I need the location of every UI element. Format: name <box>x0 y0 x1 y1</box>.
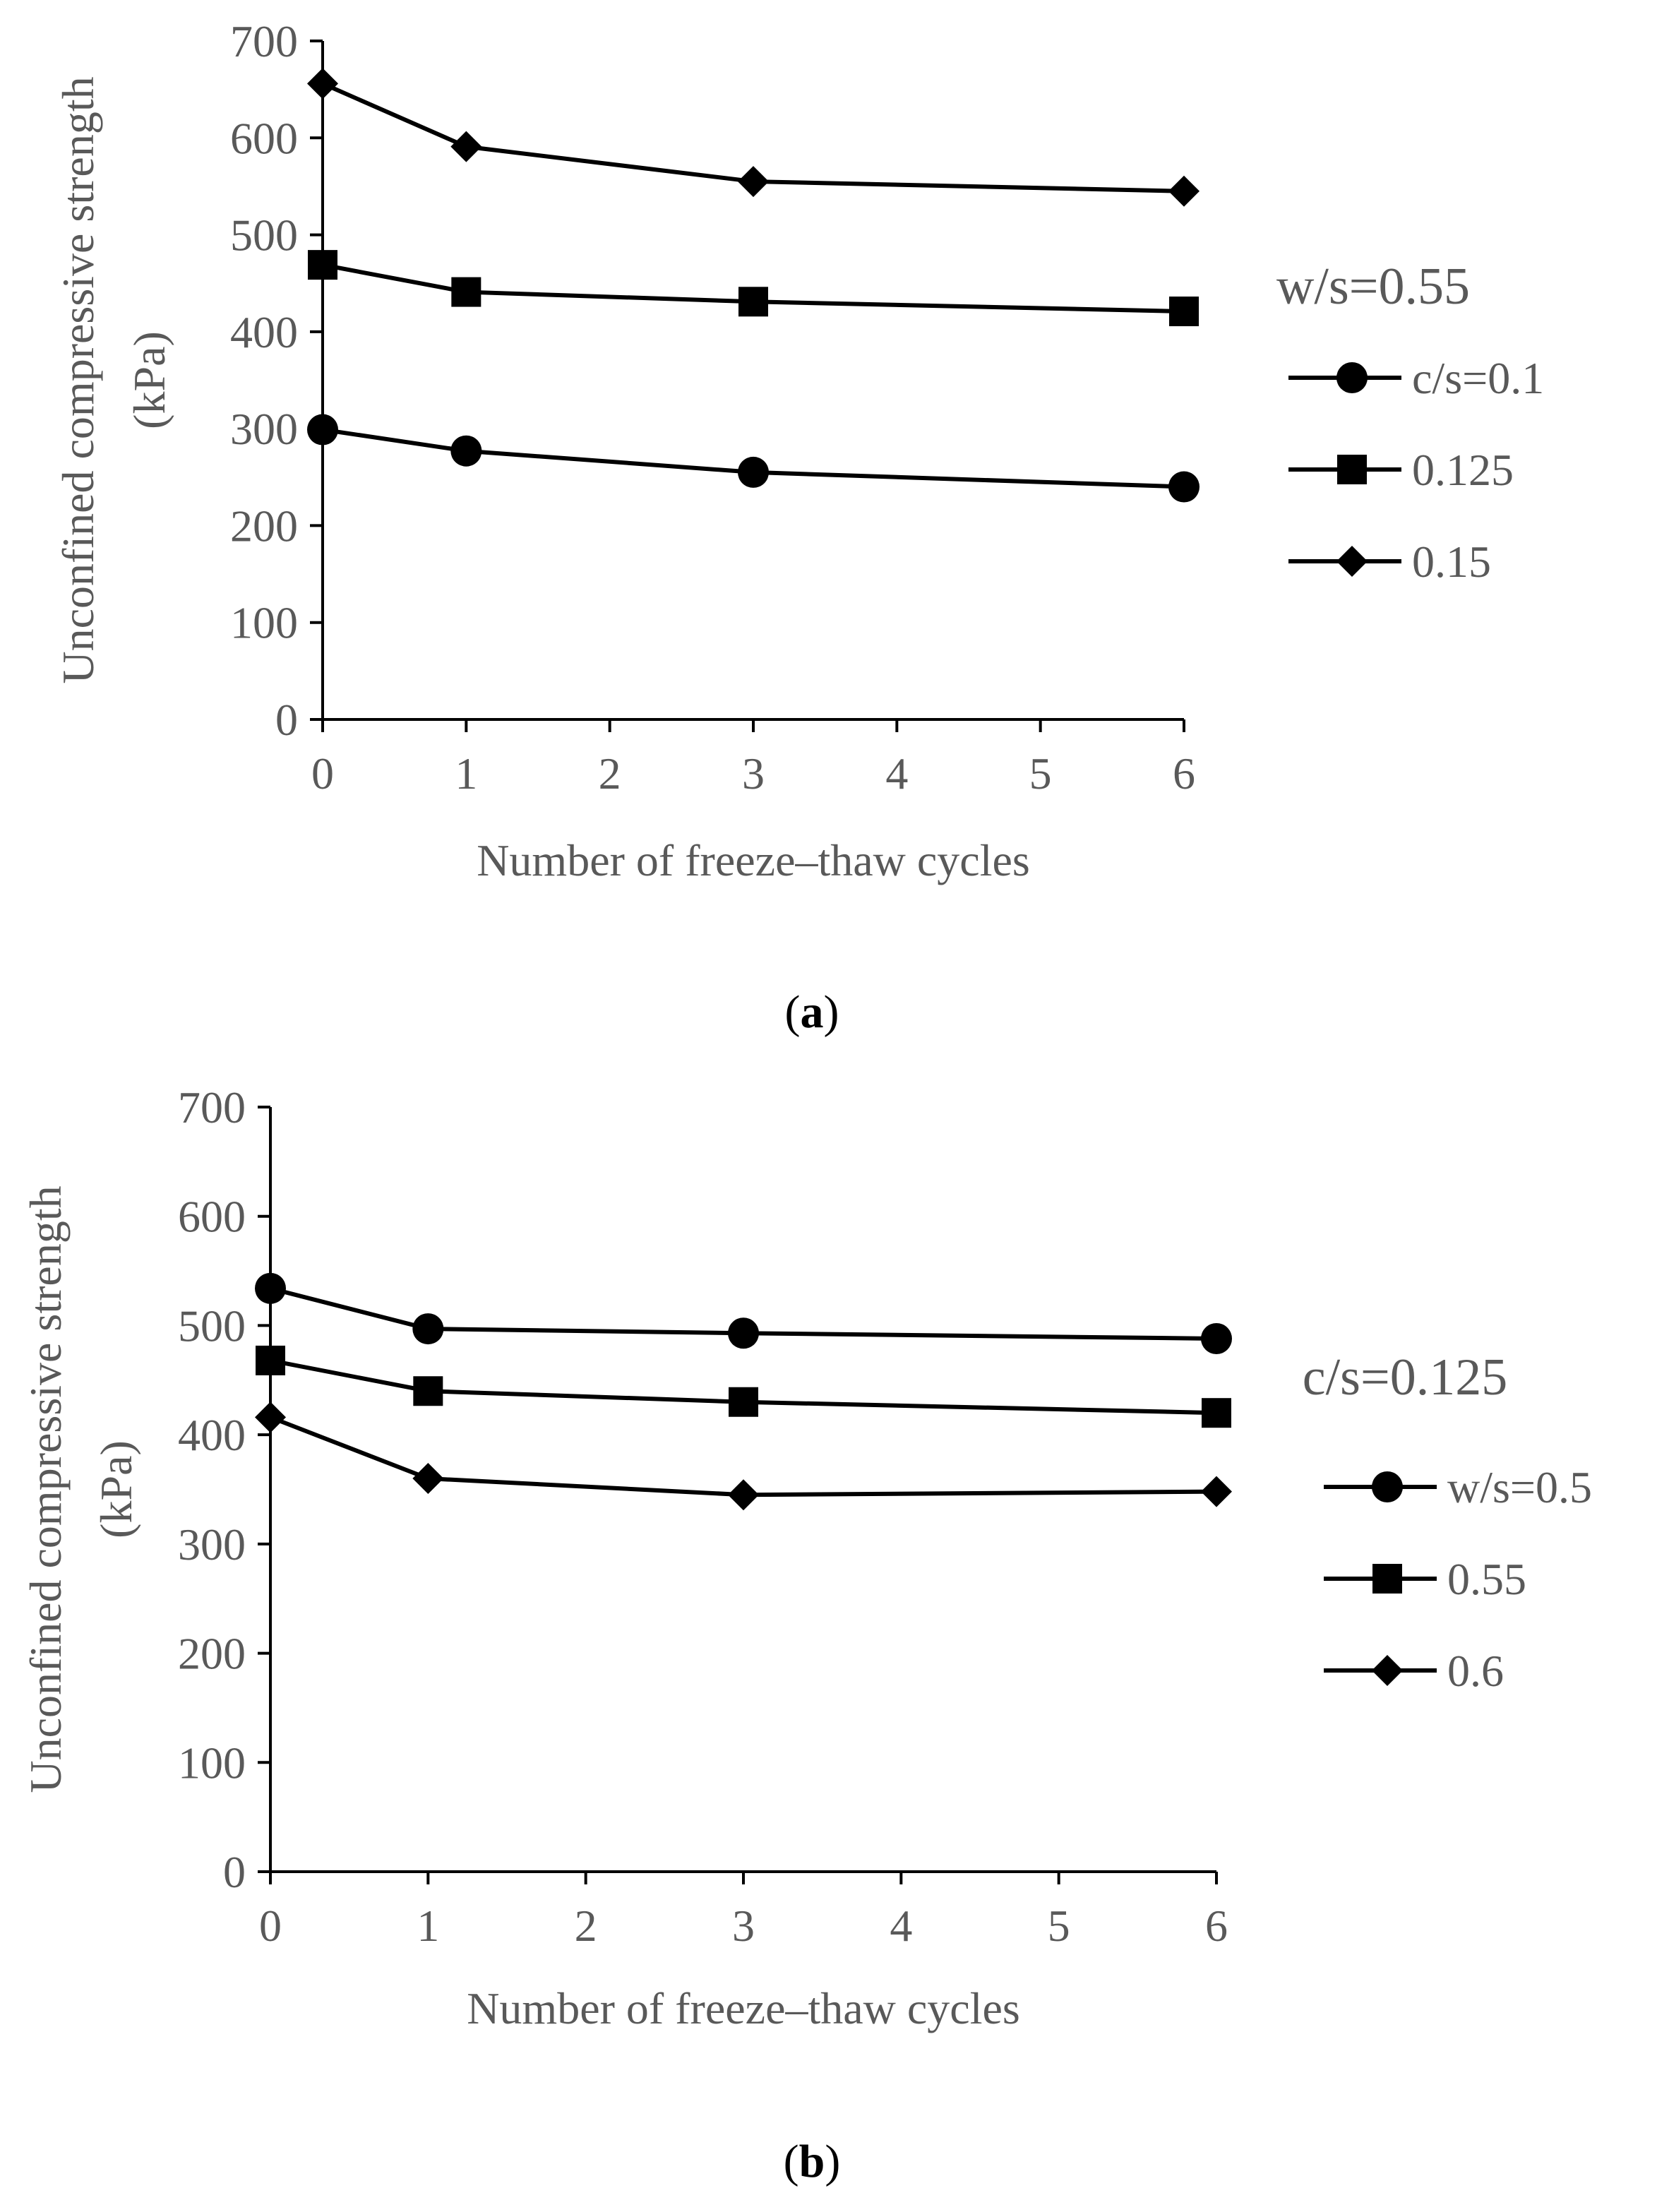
legend-marker-diamond <box>1372 1655 1403 1686</box>
data-point-square <box>256 1345 285 1375</box>
y-axis-title: Unconfined compressive strength <box>53 76 103 683</box>
chart-panel-a: 0 100 200 300 400 500 600 700 0 1 2 3 4 5 6 Number of f… <box>53 16 1544 1038</box>
data-point-circle <box>1201 1322 1232 1354</box>
data-point-square <box>308 250 337 280</box>
x-tick-label: 2 <box>599 748 621 799</box>
panel-caption: (a) <box>785 986 839 1038</box>
x-tick-label: 6 <box>1205 1901 1228 1951</box>
data-point-diamond <box>412 1463 444 1495</box>
legend-marker-circle <box>1336 362 1368 393</box>
legend-label: 0.6 <box>1447 1646 1504 1696</box>
y-axis-title: Unconfined compressive strength <box>20 1185 71 1793</box>
legend-label: c/s=0.1 <box>1412 353 1544 403</box>
x-tick-label: 5 <box>1048 1901 1070 1951</box>
x-axis-title: Number of freeze–thaw cycles <box>477 835 1030 885</box>
y-tick-label: 400 <box>178 1410 246 1460</box>
y-tick-label: 0 <box>275 695 298 745</box>
series-line-2 <box>322 263 1185 314</box>
data-point-circle <box>1168 471 1200 503</box>
data-point-diamond <box>307 68 338 100</box>
x-tick-label: 6 <box>1173 748 1195 799</box>
data-point-diamond <box>738 166 769 198</box>
data-point-square <box>738 287 768 317</box>
y-tick-label: 300 <box>178 1519 246 1570</box>
data-point-square <box>1169 297 1199 327</box>
x-tick-label: 1 <box>417 1901 439 1951</box>
data-point-square <box>729 1387 758 1417</box>
data-point-square <box>451 277 481 307</box>
data-point-square <box>1202 1398 1231 1428</box>
x-tick-label: 1 <box>455 748 477 799</box>
data-point-diamond <box>255 1401 286 1433</box>
series-line-1 <box>270 1286 1217 1341</box>
y-axis-title-unit: (kPa) <box>124 331 174 429</box>
data-point-diamond <box>450 131 482 162</box>
data-point-diamond <box>1168 175 1200 207</box>
y-tick-label: 700 <box>178 1082 246 1132</box>
legend-marker-diamond <box>1336 546 1368 577</box>
legend-label: 0.15 <box>1412 537 1491 587</box>
legend-title: c/s=0.125 <box>1303 1349 1507 1406</box>
data-point-circle <box>412 1313 444 1345</box>
legend-marker-square <box>1372 1564 1402 1594</box>
x-axis-title: Number of freeze–thaw cycles <box>467 1983 1020 2033</box>
panel-caption: (b) <box>784 2136 841 2187</box>
x-tick-label: 3 <box>732 1901 755 1951</box>
legend-marker-square <box>1337 455 1367 484</box>
y-tick-label: 500 <box>230 210 298 261</box>
data-point-square <box>413 1376 443 1406</box>
series-line-2 <box>270 1358 1217 1416</box>
y-tick-label: 700 <box>230 16 298 66</box>
y-tick-label: 0 <box>223 1847 246 1897</box>
y-tick-label: 100 <box>230 598 298 648</box>
data-point-diamond <box>1201 1476 1232 1507</box>
series-line-1 <box>322 427 1185 489</box>
legend-marker-circle <box>1372 1471 1403 1502</box>
data-point-circle <box>738 456 769 488</box>
y-tick-label: 100 <box>178 1738 246 1788</box>
x-tick-label: 4 <box>890 1901 912 1951</box>
series-line-3 <box>321 81 1185 193</box>
chart-panel-b: 0 100 200 300 400 500 600 700 0 1 2 3 4 5 6 Number of f… <box>20 1082 1592 2187</box>
data-point-circle <box>255 1272 286 1304</box>
legend-title: w/s=0.55 <box>1276 258 1470 316</box>
data-point-circle <box>728 1317 759 1349</box>
legend-label: 0.125 <box>1412 445 1514 495</box>
y-axis-title-unit: (kPa) <box>91 1440 141 1538</box>
x-tick-label: 5 <box>1029 748 1052 799</box>
x-tick-label: 0 <box>311 748 334 799</box>
y-tick-label: 500 <box>178 1301 246 1351</box>
data-point-circle <box>307 414 338 446</box>
y-tick-label: 200 <box>230 501 298 551</box>
x-tick-label: 3 <box>742 748 765 799</box>
series-line-3 <box>269 1415 1217 1497</box>
legend-label: w/s=0.5 <box>1447 1462 1592 1512</box>
data-point-circle <box>450 435 482 467</box>
x-tick-label: 4 <box>885 748 908 799</box>
y-tick-label: 600 <box>178 1192 246 1242</box>
y-tick-label: 400 <box>230 307 298 357</box>
y-tick-label: 300 <box>230 404 298 454</box>
legend-label: 0.55 <box>1447 1554 1526 1604</box>
data-point-diamond <box>728 1479 759 1511</box>
y-tick-label: 200 <box>178 1629 246 1679</box>
x-tick-label: 2 <box>575 1901 597 1951</box>
y-tick-label: 600 <box>230 113 298 163</box>
x-tick-label: 0 <box>259 1901 282 1951</box>
